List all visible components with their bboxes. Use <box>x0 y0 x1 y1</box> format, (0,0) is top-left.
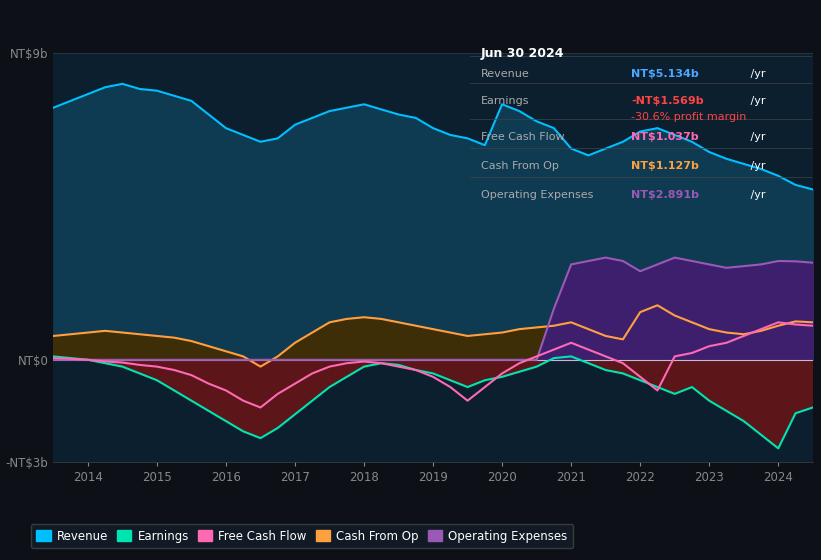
Text: Cash From Op: Cash From Op <box>480 161 558 171</box>
Text: NT$1.037b: NT$1.037b <box>631 132 699 142</box>
Text: Earnings: Earnings <box>480 96 530 106</box>
Text: -NT$1.569b: -NT$1.569b <box>631 96 704 106</box>
Text: /yr: /yr <box>747 68 765 78</box>
Text: Jun 30 2024: Jun 30 2024 <box>480 47 564 60</box>
Legend: Revenue, Earnings, Free Cash Flow, Cash From Op, Operating Expenses: Revenue, Earnings, Free Cash Flow, Cash … <box>30 524 573 548</box>
Text: NT$1.127b: NT$1.127b <box>631 161 699 171</box>
Text: Operating Expenses: Operating Expenses <box>480 190 593 200</box>
Text: /yr: /yr <box>747 132 765 142</box>
Text: Free Cash Flow: Free Cash Flow <box>480 132 564 142</box>
Text: /yr: /yr <box>747 190 765 200</box>
Text: NT$2.891b: NT$2.891b <box>631 190 699 200</box>
Text: /yr: /yr <box>747 96 765 106</box>
Text: /yr: /yr <box>747 161 765 171</box>
Text: NT$5.134b: NT$5.134b <box>631 68 699 78</box>
Text: Revenue: Revenue <box>480 68 530 78</box>
Text: -30.6% profit margin: -30.6% profit margin <box>631 112 746 122</box>
